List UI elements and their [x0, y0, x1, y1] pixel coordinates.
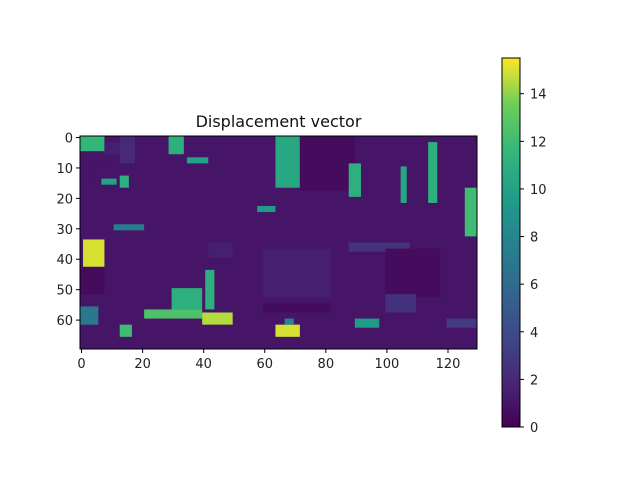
- heatmap-region: [446, 318, 477, 328]
- colorbar-tick-label: 10: [530, 183, 547, 198]
- heatmap-region: [263, 248, 331, 298]
- heatmap-region: [257, 205, 276, 213]
- x-tick-label: 0: [77, 357, 85, 372]
- y-tick-label: 20: [56, 192, 73, 207]
- heatmap-region: [119, 324, 132, 337]
- heatmap-region: [80, 306, 99, 325]
- heatmap-region: [385, 248, 441, 298]
- colorbar-gradient: [502, 58, 520, 427]
- colorbar-tick-label: 6: [530, 278, 538, 293]
- chart-title: Displacement vector: [196, 112, 362, 131]
- colorbar-tick-label: 4: [530, 326, 538, 341]
- x-tick-label: 120: [436, 357, 461, 372]
- y-tick-label: 10: [56, 162, 73, 177]
- heatmap-region: [101, 178, 117, 185]
- plot-frame: [79, 135, 478, 350]
- colorbar-frame: [501, 57, 521, 428]
- heatmap-region: [144, 309, 203, 319]
- heatmap-region: [202, 312, 233, 325]
- heatmap-region: [428, 142, 438, 203]
- x-tick-label: 20: [134, 357, 151, 372]
- heatmap-region: [80, 266, 105, 295]
- heatmap-region: [263, 303, 331, 313]
- heatmap-region: [385, 294, 416, 313]
- heatmap-region: [275, 324, 300, 337]
- heatmap-region: [104, 142, 120, 155]
- x-axis: 0 20 40 60 80 100 120: [77, 349, 460, 372]
- heatmap-region: [464, 187, 477, 237]
- colorbar-axis: 0 2 4 6 8 10 12 14: [520, 88, 547, 436]
- y-tick-label: 50: [56, 284, 73, 299]
- heatmap-region: [299, 136, 355, 191]
- heatmap-region: [348, 163, 361, 197]
- x-tick-label: 80: [318, 357, 335, 372]
- heatmap-cells: [80, 136, 477, 349]
- heatmap-region: [208, 242, 233, 258]
- heatmap-region: [119, 136, 135, 164]
- heatmap-region: [354, 318, 380, 328]
- heatmap-region: [348, 242, 410, 252]
- colorbar-tick-label: 12: [530, 135, 547, 150]
- colorbar-tick-label: 8: [530, 231, 538, 246]
- heatmap-region: [80, 136, 105, 152]
- heatmap-region: [275, 136, 300, 188]
- colorbar-tick-label: 0: [530, 421, 538, 436]
- colorbar-tick-label: 14: [530, 88, 547, 103]
- heatmap-region: [89, 166, 120, 179]
- heatmap-region: [119, 175, 129, 188]
- y-tick-label: 30: [56, 223, 73, 238]
- x-tick-label: 40: [195, 357, 212, 372]
- heatmap-region: [284, 318, 294, 325]
- y-tick-label: 0: [65, 132, 73, 147]
- x-tick-label: 60: [256, 357, 273, 372]
- heatmap-region: [400, 166, 407, 203]
- heatmap-region: [113, 224, 145, 231]
- y-axis: 0 10 20 30 40 50 60: [56, 132, 80, 329]
- heatmap-region: [168, 136, 184, 155]
- heatmap-region: [171, 288, 203, 310]
- heatmap-region: [186, 157, 209, 164]
- x-tick-label: 100: [374, 357, 399, 372]
- y-tick-label: 40: [56, 253, 73, 268]
- heatmap-region: [83, 239, 105, 267]
- colorbar-tick-label: 2: [530, 373, 538, 388]
- y-tick-label: 60: [56, 314, 73, 329]
- heatmap-region: [205, 269, 215, 310]
